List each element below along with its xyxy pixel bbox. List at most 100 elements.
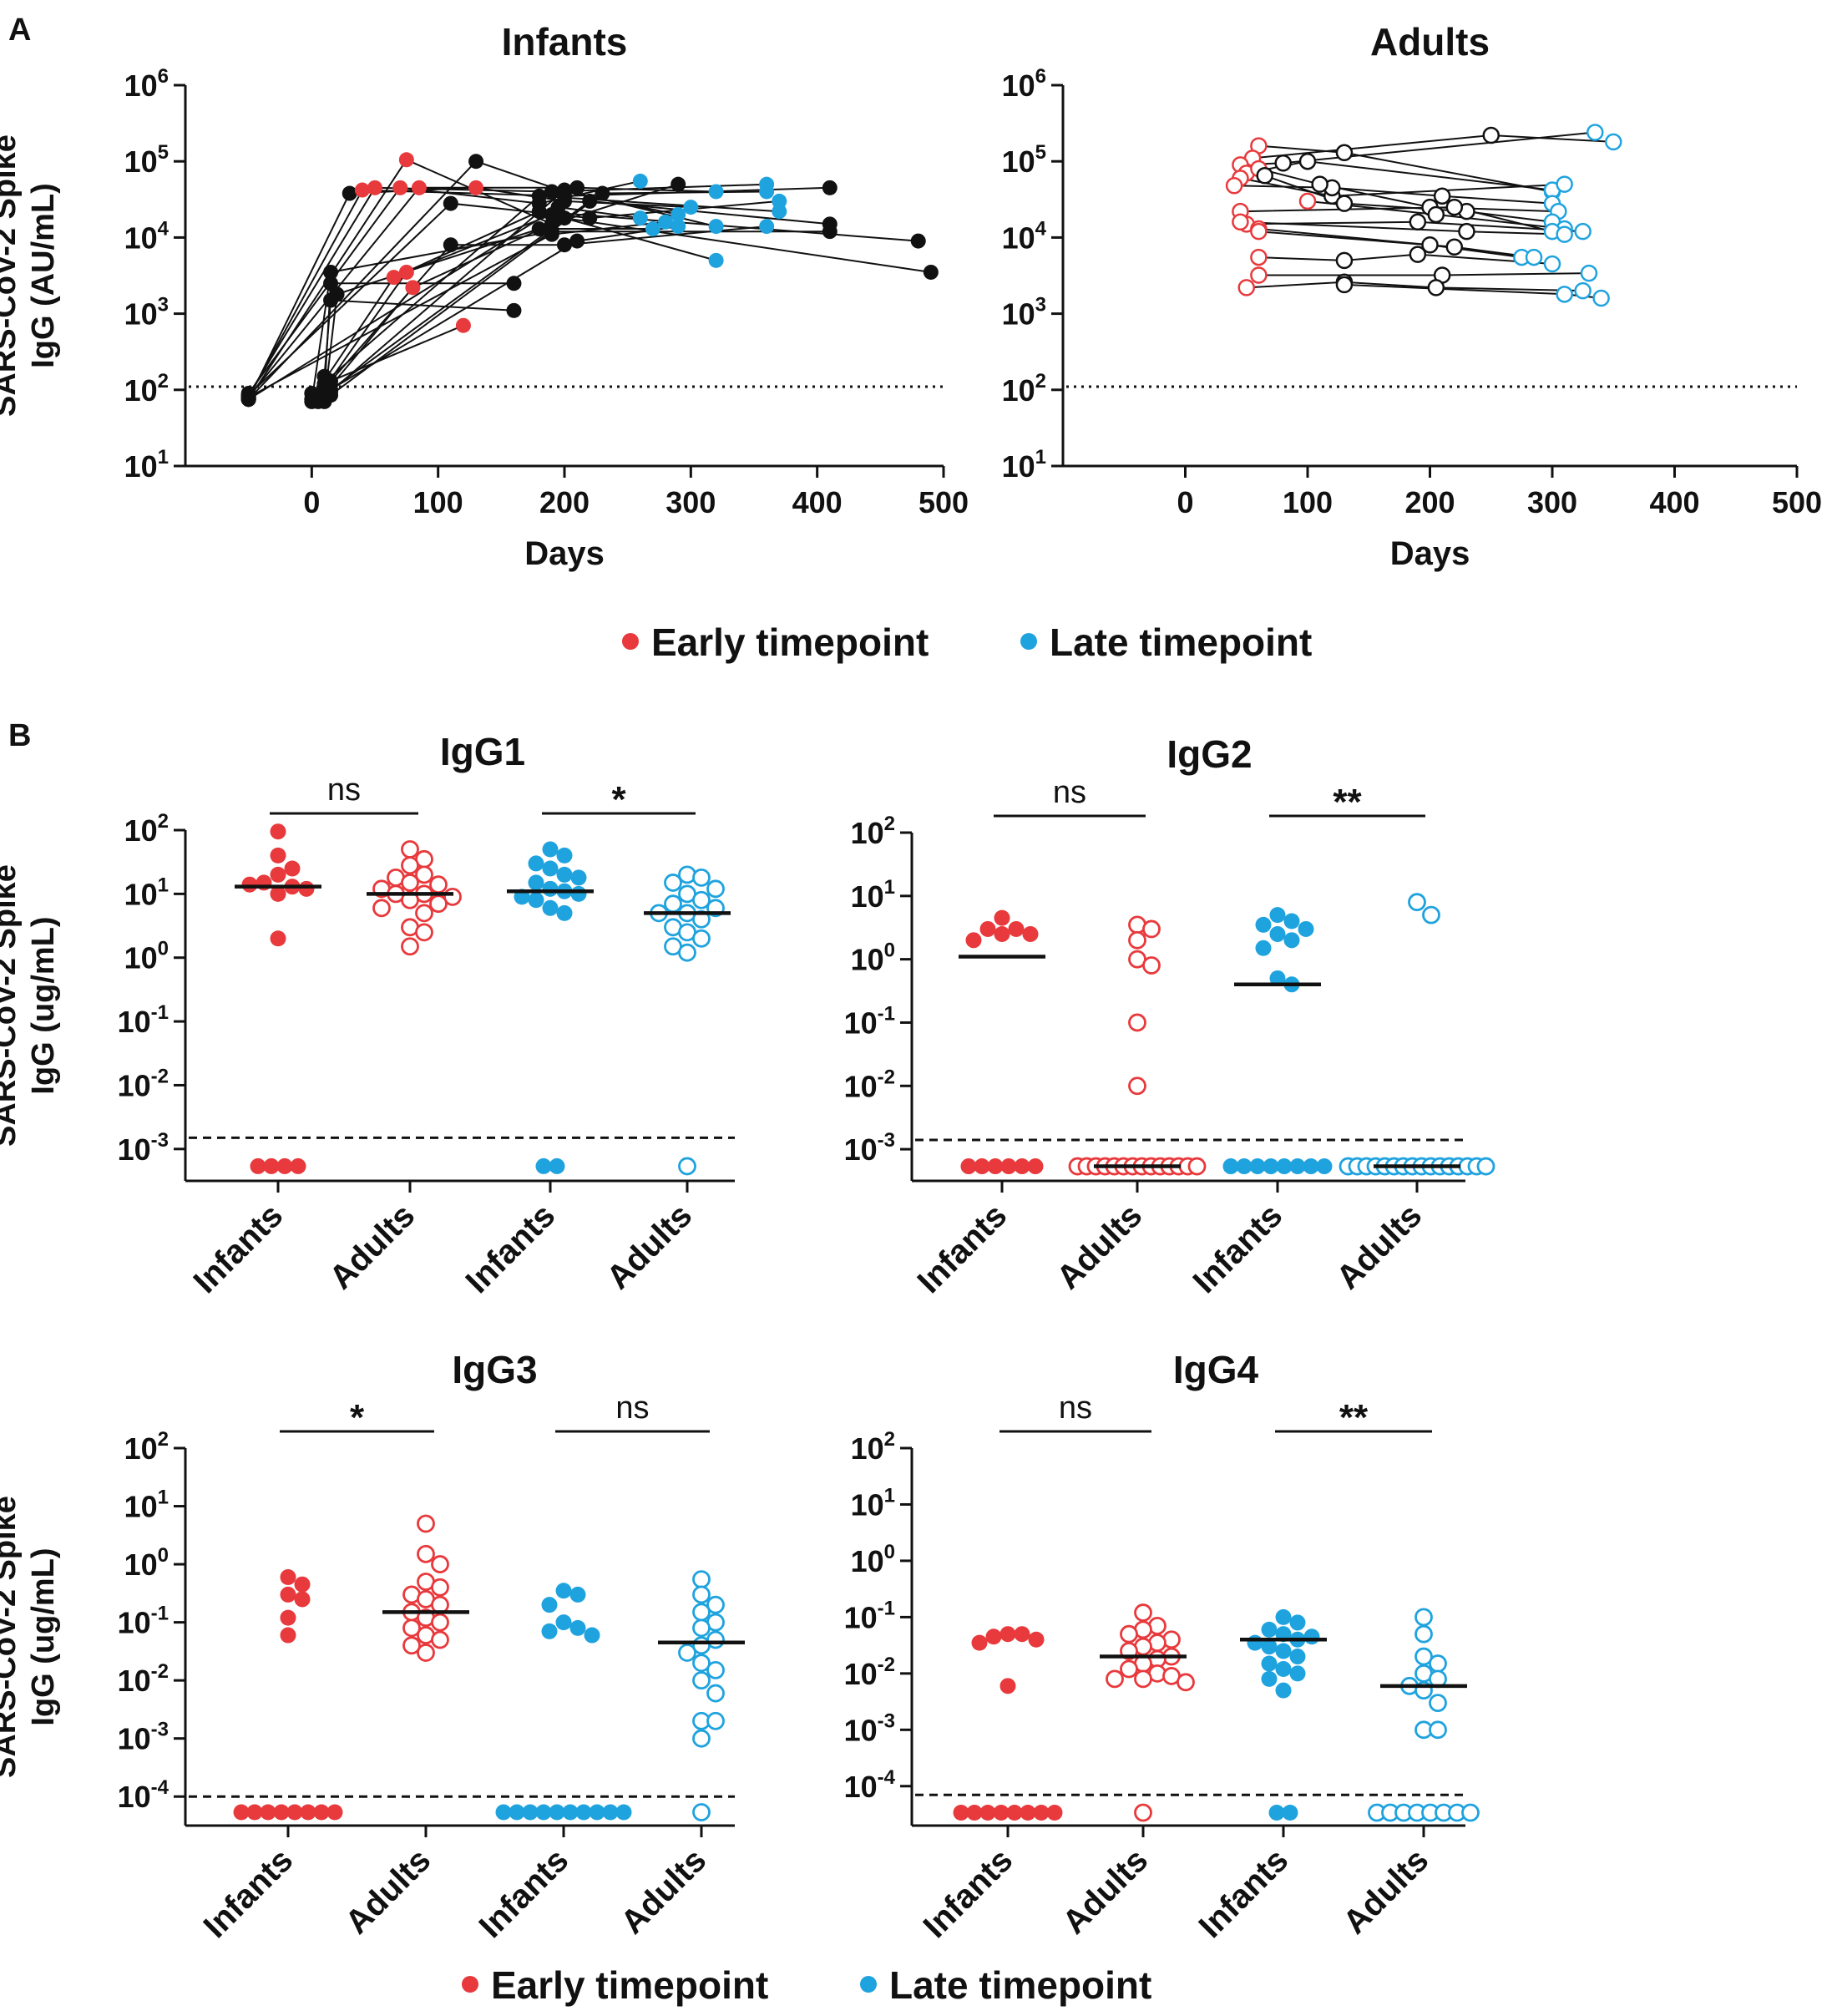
data-point <box>1276 1158 1293 1175</box>
data-point <box>671 206 686 222</box>
chart-title: IgG1 <box>440 730 525 773</box>
significance-label: * <box>350 1397 365 1438</box>
data-point <box>556 847 573 864</box>
data-point <box>1605 133 1622 151</box>
data-point <box>1335 276 1354 294</box>
data-point <box>569 233 585 249</box>
data-point <box>246 1804 263 1821</box>
data-point <box>999 1678 1016 1694</box>
data-point <box>542 880 559 897</box>
data-point <box>993 1804 1010 1821</box>
x-tick-label: 300 <box>665 485 716 519</box>
data-point <box>326 1804 343 1821</box>
data-point <box>398 152 414 168</box>
data-point <box>692 890 711 909</box>
data-point <box>429 875 448 894</box>
y-tick-label: 10-4 <box>844 1766 896 1804</box>
data-point <box>1476 1157 1495 1176</box>
y-tick-label: 100 <box>124 938 169 975</box>
data-point <box>544 184 559 200</box>
x-axis-label: Days <box>524 535 605 572</box>
data-point <box>1433 187 1451 205</box>
data-point <box>417 1544 435 1563</box>
data-point <box>987 1158 1004 1175</box>
x-tick-label: Adults <box>338 1841 438 1941</box>
data-point <box>584 1627 600 1644</box>
legend-top: Early timepoint Late timepoint <box>622 621 1312 664</box>
data-point <box>692 1671 711 1690</box>
data-point <box>1269 925 1286 942</box>
data-point <box>240 392 256 408</box>
y-tick-label: 10-1 <box>118 1603 169 1640</box>
data-point <box>402 1618 421 1638</box>
data-point <box>1586 124 1604 141</box>
data-point <box>822 180 838 195</box>
x-tick-label: 300 <box>1527 485 1577 519</box>
data-point <box>417 1514 435 1533</box>
data-point <box>569 180 585 195</box>
legend-late-marker <box>860 1976 877 1993</box>
data-point <box>692 929 711 948</box>
data-point <box>429 894 448 914</box>
data-point <box>985 1629 1002 1645</box>
data-point <box>1289 1614 1306 1631</box>
data-point <box>233 1804 250 1821</box>
data-point <box>323 264 339 280</box>
chart-title: IgG2 <box>1166 732 1252 776</box>
chart-title: IgG4 <box>1173 1348 1259 1391</box>
data-point <box>401 856 419 875</box>
y-tick-label: 106 <box>1002 65 1046 103</box>
data-point <box>692 1803 711 1821</box>
data-point <box>280 1569 296 1586</box>
data-point <box>708 219 724 235</box>
data-point <box>1303 1158 1319 1175</box>
data-point <box>506 276 522 291</box>
data-point <box>1414 1624 1433 1644</box>
y-tick-label: 102 <box>1002 370 1046 408</box>
data-point <box>1409 246 1427 263</box>
chart-B-IgG2: IgG2 102 101 100 10-1 10-2 10-3 Infants Adults In… <box>844 732 1495 1300</box>
data-point <box>615 1804 632 1821</box>
data-point <box>544 226 559 242</box>
series-line <box>317 213 716 398</box>
data-point <box>1427 205 1445 224</box>
data-point <box>1261 1670 1278 1687</box>
data-point <box>509 1804 525 1821</box>
data-point <box>759 219 775 235</box>
data-point <box>1134 1669 1152 1689</box>
data-point <box>555 1614 572 1631</box>
data-point <box>280 1586 296 1603</box>
data-point <box>541 1623 558 1639</box>
data-point <box>692 1570 711 1589</box>
data-point <box>550 200 566 215</box>
data-point <box>772 204 787 220</box>
x-tick-label: Infants <box>1187 1197 1290 1300</box>
data-point <box>372 899 391 918</box>
data-point <box>468 180 484 195</box>
x-tick-label: 0 <box>1177 485 1193 519</box>
x-tick-label: Infants <box>197 1841 301 1945</box>
data-point <box>570 885 587 902</box>
data-point <box>1120 1659 1138 1679</box>
data-point <box>535 1804 552 1821</box>
data-point <box>1275 1608 1292 1625</box>
data-point <box>1000 1158 1017 1175</box>
data-point <box>542 841 559 858</box>
data-point <box>522 1804 539 1821</box>
y-tick-label: 100 <box>851 940 895 977</box>
data-point <box>1275 1643 1292 1659</box>
x-tick-label: Adults <box>1050 1197 1149 1296</box>
y-tick-label: 103 <box>1002 294 1046 332</box>
data-point <box>1482 126 1500 144</box>
data-point <box>953 1804 969 1821</box>
data-point <box>1237 279 1255 296</box>
data-point <box>1027 1158 1044 1175</box>
data-point <box>401 937 419 956</box>
chart-title: IgG3 <box>452 1348 537 1391</box>
data-point <box>542 860 559 877</box>
x-tick-label: Infants <box>1192 1841 1296 1945</box>
data-point <box>1020 1804 1036 1821</box>
panel-letter-a: A <box>8 13 31 48</box>
data-point <box>398 264 414 280</box>
